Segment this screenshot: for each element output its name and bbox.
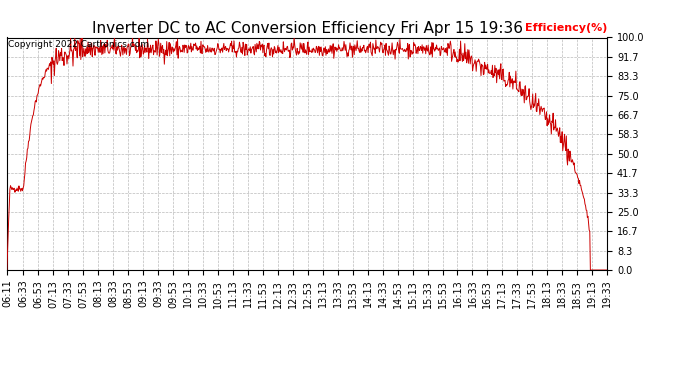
Text: Copyright 2022 Cartronics.com: Copyright 2022 Cartronics.com [8,40,149,49]
Text: Efficiency(%): Efficiency(%) [525,23,607,33]
Title: Inverter DC to AC Conversion Efficiency Fri Apr 15 19:36: Inverter DC to AC Conversion Efficiency … [92,21,522,36]
